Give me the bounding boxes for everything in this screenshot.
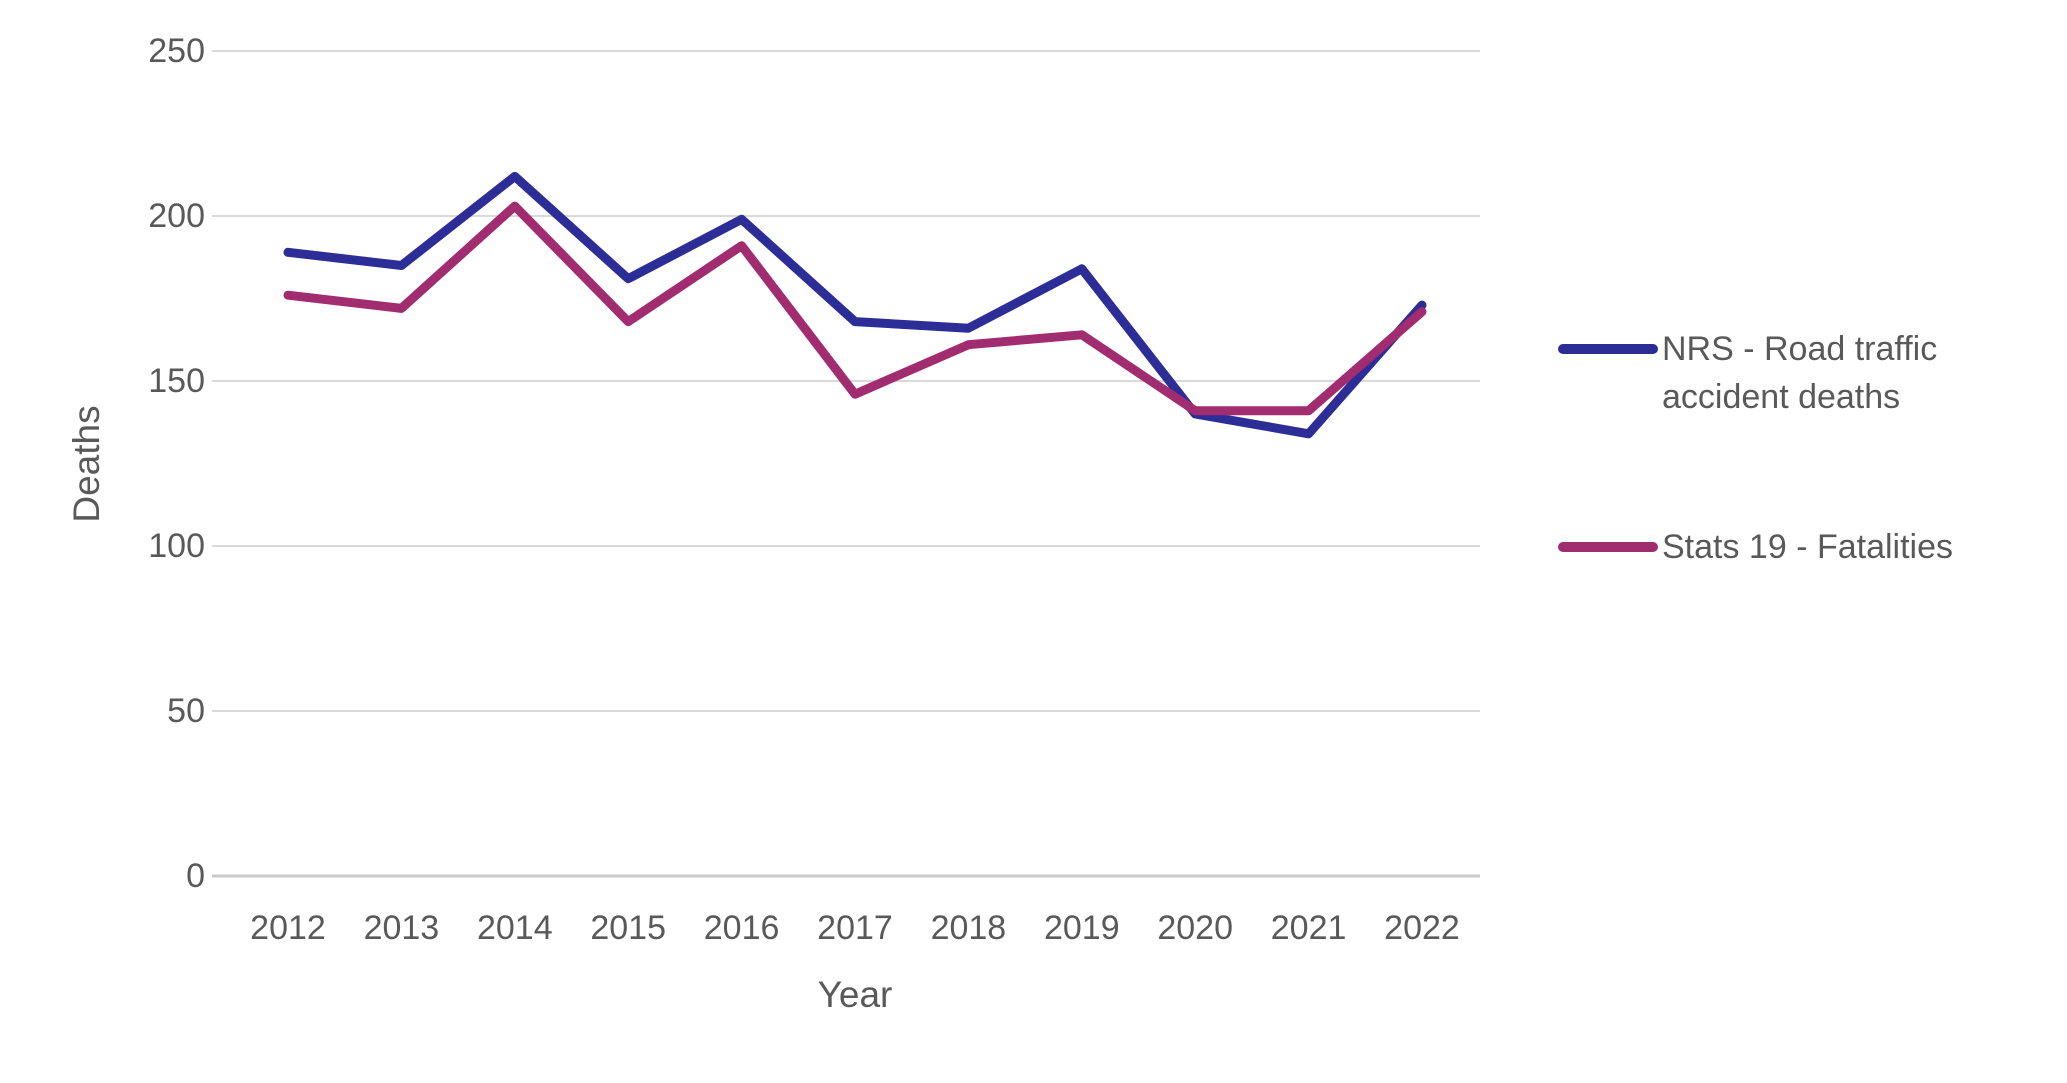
y-tick-label: 100 <box>148 527 205 565</box>
x-tick-label: 2020 <box>1157 909 1233 947</box>
x-axis-title: Year <box>817 974 893 1015</box>
x-tick-label: 2019 <box>1043 909 1120 947</box>
y-tick-label: 250 <box>148 32 205 70</box>
x-tick-label: 2014 <box>476 909 553 947</box>
legend-line-swatch <box>1558 344 1658 354</box>
x-tick-label: 2021 <box>1270 909 1347 947</box>
x-tick-label: 2012 <box>250 909 326 947</box>
legend-item: Stats 19 - Fatalities <box>1558 523 2007 571</box>
x-tick-label: 2016 <box>703 909 780 947</box>
x-tick-label: 2013 <box>363 909 440 947</box>
y-tick-label: 50 <box>167 692 205 730</box>
legend-item: NRS - Road traffic accident deaths <box>1558 325 2007 421</box>
legend-label: NRS - Road traffic accident deaths <box>1662 330 1938 416</box>
legend-label: Stats 19 - Fatalities <box>1662 528 1954 566</box>
x-tick-label: 2022 <box>1384 909 1460 947</box>
y-tick-label: 200 <box>148 197 205 235</box>
x-tick-label: 2017 <box>817 909 893 947</box>
series-line-stats19 <box>283 201 1427 416</box>
series-line-nrs <box>283 171 1427 439</box>
x-tick-label: 2018 <box>930 909 1007 947</box>
y-tick-label: 150 <box>148 362 205 400</box>
legend-line-swatch <box>1558 542 1658 552</box>
legend: NRS - Road traffic accident deaths Stats … <box>1558 0 2018 1083</box>
x-tick-label: 2015 <box>590 909 666 947</box>
y-tick-label: 0 <box>186 857 205 895</box>
